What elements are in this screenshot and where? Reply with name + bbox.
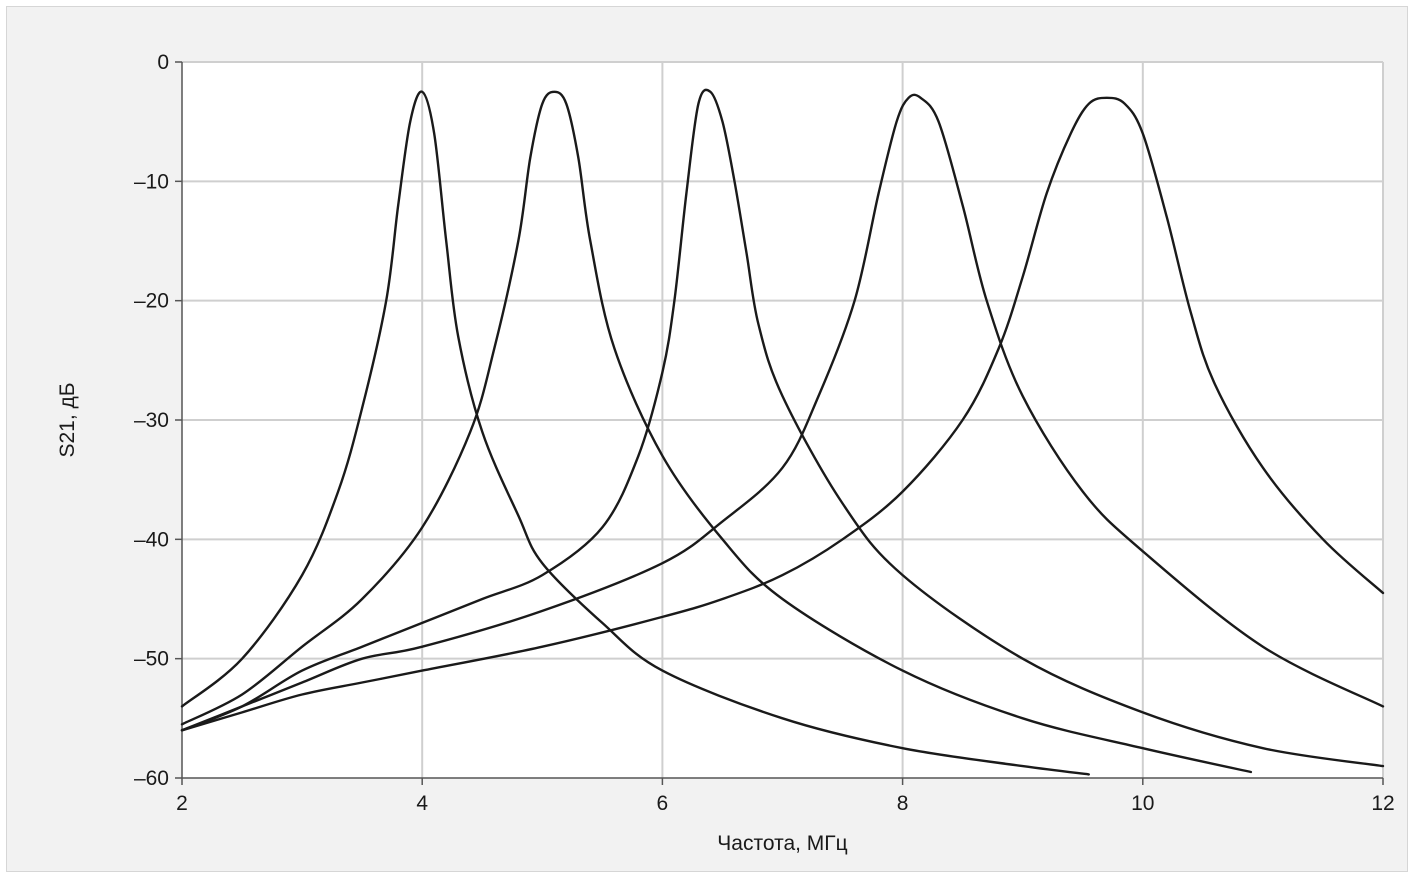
y-tick-label: –20 — [134, 290, 169, 313]
series-line-4 — [180, 93, 1385, 732]
y-tick-label: 0 — [157, 51, 169, 74]
x-tick-label: 6 — [657, 792, 669, 815]
y-tick-label: –40 — [134, 528, 169, 551]
x-tick-label: 2 — [176, 792, 188, 815]
y-tick-labels: 0 –10 –20 –30 –40 –50 –60 — [134, 51, 169, 790]
x-axis-title: Частота, МГц — [717, 832, 847, 855]
y-axis-title: S21, дБ — [56, 382, 79, 457]
series-lines — [180, 88, 1385, 776]
x-tick-label: 12 — [1371, 792, 1394, 815]
y-tick-label: –10 — [134, 170, 169, 193]
series-line-2 — [180, 90, 1253, 774]
y-tick-label: –30 — [134, 409, 169, 432]
x-tick-label: 10 — [1131, 792, 1154, 815]
x-tick-label: 4 — [416, 792, 428, 815]
axes — [175, 61, 1384, 785]
x-tick-label: 8 — [897, 792, 909, 815]
x-tick-labels: 2 4 6 8 10 12 — [176, 792, 1395, 815]
series-line-5 — [180, 96, 1385, 732]
y-tick-label: –60 — [134, 767, 169, 790]
series-line-1 — [180, 90, 1090, 776]
series-line-3 — [180, 88, 1385, 768]
y-tick-label: –50 — [134, 648, 169, 671]
grid — [182, 61, 1384, 778]
